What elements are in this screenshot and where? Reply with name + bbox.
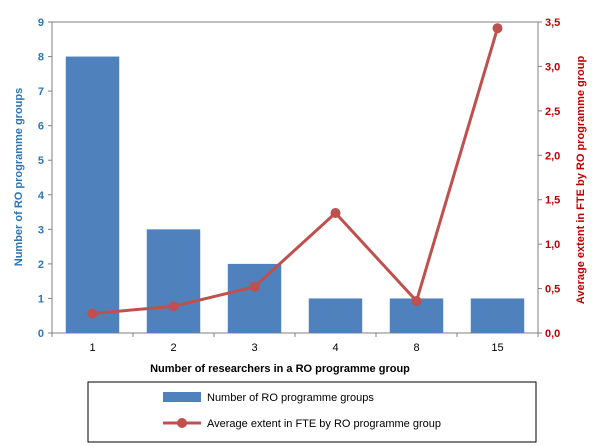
- fte-point-8: [411, 296, 422, 307]
- bar-15: [470, 298, 525, 333]
- right-tick-label: 2,5: [545, 106, 560, 118]
- fte-point-15: [492, 23, 503, 34]
- x-tick-label: 8: [413, 342, 419, 354]
- right-tick-label: 2,0: [545, 150, 560, 162]
- x-tick-label: 1: [89, 342, 95, 354]
- legend-bar-label: Number of RO programme groups: [207, 392, 374, 404]
- right-tick-label: 3,0: [545, 61, 560, 73]
- right-tick-label: 0,0: [545, 328, 560, 340]
- left-tick-label: 4: [38, 190, 45, 202]
- x-tick-label: 4: [332, 342, 338, 354]
- legend-bar-swatch: [163, 392, 201, 402]
- legend-line-label: Average extent in FTE by RO programme gr…: [207, 418, 441, 430]
- y-axis-right-title: Average extent in FTE by RO programme gr…: [575, 56, 587, 305]
- legend-line-marker: [177, 418, 187, 428]
- bar-1: [65, 56, 120, 334]
- right-tick-label: 3,5: [545, 17, 560, 29]
- fte-point-4: [330, 208, 341, 219]
- left-tick-label: 9: [38, 17, 44, 29]
- fte-line: [92, 27, 499, 315]
- line-layer: [87, 23, 503, 319]
- y-axis-left-title: Number of RO programme groups: [13, 88, 25, 266]
- fte-point-1: [87, 308, 98, 319]
- ticks-layer: 0 1 2 3 4 5 6 7 8 9 0,0 0,5 1,0 1,5 2,0 2,5 3,0 3,5 1 2 3 4 8 1…: [38, 17, 560, 354]
- fte-point-3: [249, 281, 260, 292]
- left-tick-label: 7: [38, 86, 44, 98]
- bar-4: [308, 298, 363, 333]
- legend: Number of RO programme groups Average ex…: [87, 381, 537, 443]
- left-tick-label: 5: [38, 155, 44, 167]
- x-axis-title: Number of researchers in a RO programme …: [150, 363, 410, 375]
- bar-3: [227, 263, 282, 333]
- fte-point-2: [168, 301, 179, 312]
- left-tick-label: 0: [38, 328, 44, 340]
- x-tick-label: 3: [251, 342, 257, 354]
- right-tick-label: 1,0: [545, 239, 560, 251]
- x-tick-label: 2: [170, 342, 176, 354]
- left-tick-label: 3: [38, 224, 44, 236]
- legend-box: [87, 381, 537, 443]
- left-tick-label: 8: [38, 52, 44, 64]
- bar-2: [146, 229, 201, 333]
- x-tick-label: 15: [491, 342, 503, 354]
- left-tick-label: 6: [38, 121, 44, 133]
- right-tick-label: 1,5: [545, 195, 560, 207]
- plot-area: [51, 21, 539, 334]
- bars-layer: [65, 56, 525, 334]
- left-tick-label: 2: [38, 259, 44, 271]
- left-tick-label: 1: [38, 293, 44, 305]
- right-tick-label: 0,5: [545, 284, 560, 296]
